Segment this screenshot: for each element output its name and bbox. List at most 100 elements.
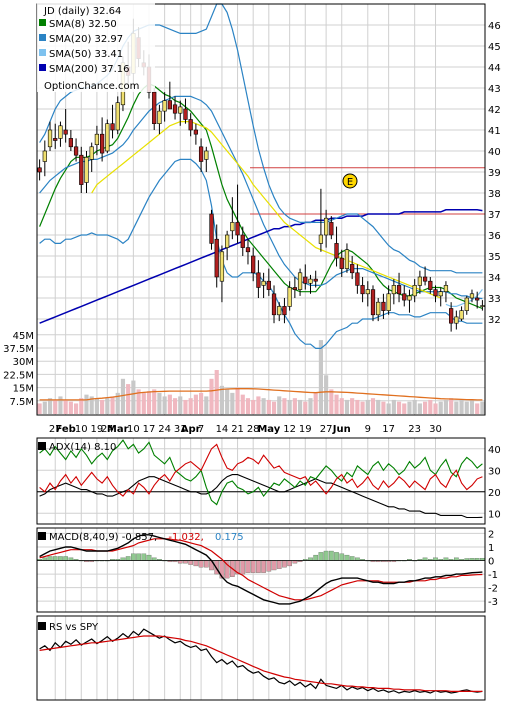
macd-histogram-bar [203,560,209,568]
macd-signal-line [39,538,483,601]
candle-body [266,280,271,290]
volume-bar [126,384,131,414]
macd-histogram-bar [68,557,74,561]
macd-histogram-bar [308,557,313,561]
price-tick-label: 34 [488,273,501,284]
volume-bar [412,399,417,414]
adx-tick-label: 40 [488,445,501,456]
volume-bar [37,403,42,414]
macd-histogram-bar [256,560,261,573]
candle-body [407,295,412,301]
candle-body [235,222,240,236]
macd-histogram-bar [198,560,204,568]
volume-bar [329,389,334,414]
macd-histogram-bar [120,557,126,561]
sma-line [91,120,441,299]
macd-histogram-bar [443,557,449,561]
grid [37,4,485,700]
volume-bar [438,401,443,414]
x-tick-label: 21 [231,424,244,435]
candle-body [63,129,68,135]
volume-bar [152,389,157,414]
macd-histogram-bar [136,553,141,561]
volume-bar [381,401,386,414]
candle-body [475,297,480,301]
volume-bar [396,401,402,414]
price-tick-label: 35 [488,252,501,263]
volume-bar [261,398,266,414]
volume-bar [251,399,256,414]
adx-line [39,439,483,506]
sma-line [39,83,483,310]
x-tick-label: 19 [91,424,104,435]
candle-body [370,289,376,316]
price-tick-label: 43 [488,84,501,95]
volume-bar [105,398,110,414]
volume-bar [141,392,146,414]
candle-body [339,257,344,269]
sma-line [39,158,483,349]
volume-bar [188,398,193,414]
volume-bar [183,399,188,414]
candle-body [183,108,188,120]
candle-body [433,289,438,297]
volume-bar [245,398,251,414]
candle-body [209,213,214,244]
candle-body [198,146,204,162]
candle-body [396,285,402,295]
candle-body [464,297,469,311]
candle-body [469,293,475,299]
x-tick-label: 10 [127,424,140,435]
earnings-label: E [347,177,353,188]
volume-bar [365,399,370,414]
adx-tick-label: 10 [488,509,501,520]
volume-bar [68,401,73,414]
candle-body [402,293,407,301]
candle-body [449,308,454,324]
legend-swatch-sma20 [39,34,46,41]
sma-line [445,289,483,307]
candle-body [37,167,42,173]
volume-bar [110,396,115,414]
candle-body [350,264,355,274]
candle-body [79,154,84,185]
candle-body [157,110,162,124]
volume-bar [136,389,141,414]
macd-tick-label: -3 [488,597,498,608]
macd-legend: MACD(8,40,9) -0.857, -1.032, 0.175 [38,532,244,543]
volume-bar [308,398,313,414]
panel-frame [36,527,486,613]
price-tick-label: 46 [488,21,501,32]
volume-tick-label: 7.5M [9,397,34,408]
x-tick-label: 19 [299,424,312,435]
volume-bar [297,399,303,414]
candle-body [287,287,292,307]
adx-line [39,443,483,497]
earnings-circle [342,173,358,189]
macd-histogram-bar [266,560,272,572]
panel-frames [36,3,486,701]
macd-histogram-bar [58,556,63,561]
candle-body [193,129,199,135]
macd-histogram-bar [287,560,292,567]
macd-tick-label: 0 [488,557,494,568]
volume-bar [292,398,297,414]
macd-label-main: MACD(8,40,9) -0.857, [49,532,157,543]
adx-line [39,474,483,519]
adx-label: ADX(14) 8.10 [49,442,116,453]
candle-body [230,222,235,232]
volume-bar [282,398,287,414]
price-tick-label: 39 [488,168,501,179]
macd-label: MACD(8,40,9) -0.857, -1.032, 0.175 [49,532,244,543]
candle-body [172,104,178,114]
volume-bar [376,399,381,414]
macd-histogram-bar [422,557,428,561]
volume-bar [162,396,167,414]
macd-histogram-bar [355,557,360,561]
adx-swatch [38,442,46,450]
candle-body [422,276,428,282]
candle-body [459,310,464,320]
volume-bar [219,385,225,414]
legend-swatch-sma50 [39,49,46,56]
macd-histogram-bar [292,560,298,564]
